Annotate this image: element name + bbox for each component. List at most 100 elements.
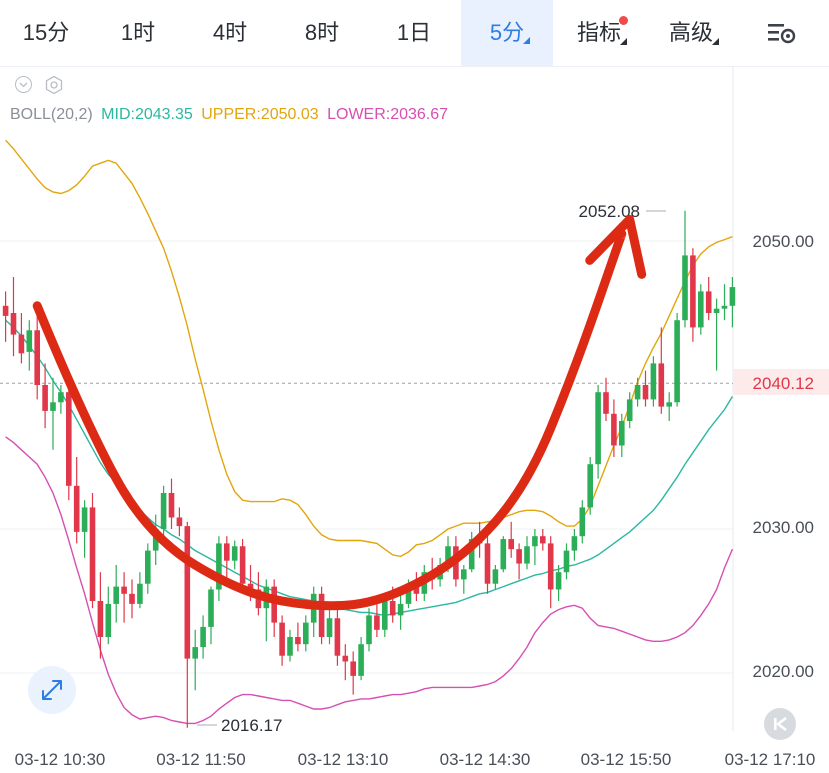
skip-back-icon[interactable] — [764, 708, 796, 740]
candle-body — [287, 637, 293, 656]
candle-body — [547, 543, 554, 590]
candle-body — [160, 493, 167, 529]
candle-up — [113, 565, 119, 623]
candle-body — [461, 569, 467, 580]
candle-body — [279, 622, 285, 656]
candle-body — [184, 526, 191, 659]
candle-body — [532, 536, 538, 547]
candle-up — [650, 356, 657, 407]
candle-up — [192, 629, 198, 691]
tab-indicators[interactable]: 指标 — [553, 0, 645, 66]
candle-body — [145, 550, 151, 584]
chevron-down-circle-icon[interactable] — [15, 76, 32, 93]
candle-body — [634, 385, 641, 400]
candle-down — [176, 507, 183, 537]
candle-body — [626, 399, 633, 421]
tab-15min[interactable]: 15分 — [22, 20, 70, 45]
candle-body — [674, 320, 680, 403]
candle-down — [129, 579, 135, 619]
candle-up — [579, 500, 586, 544]
hexagon-gear-icon[interactable] — [44, 75, 64, 95]
candle-up — [619, 413, 625, 457]
candle-body — [18, 334, 25, 354]
candle-down — [73, 457, 80, 544]
candle-body — [705, 291, 712, 313]
candle-body — [192, 647, 198, 659]
y-tick-label: 2030.00 — [753, 518, 814, 537]
candle-body — [34, 330, 40, 385]
indicators-label: 指标 — [576, 20, 621, 45]
candle-body — [342, 655, 349, 662]
candle-body — [690, 255, 696, 328]
candle-up — [682, 210, 688, 328]
candle-body — [303, 622, 309, 645]
annotation-arrow — [32, 214, 647, 611]
candle-down — [224, 536, 230, 580]
tab-1h[interactable]: 1时 — [120, 20, 156, 45]
candle-body — [682, 255, 688, 321]
dropdown-triangle-icon — [620, 38, 627, 45]
candle-body — [666, 402, 672, 407]
last-price-label: 2040.12 — [753, 374, 814, 393]
candle-up — [263, 579, 270, 642]
tab-advanced[interactable]: 高级 — [645, 0, 737, 66]
tab-8h[interactable]: 8时 — [304, 20, 340, 45]
tab-5min[interactable]: 5分 — [461, 0, 553, 66]
candle-body — [642, 385, 649, 400]
candle-body — [247, 583, 254, 590]
candle-body — [729, 287, 736, 306]
candle-up — [397, 593, 404, 630]
candle-body — [611, 413, 617, 446]
candle-body — [619, 421, 625, 446]
candle-down — [271, 579, 277, 637]
candle-body — [105, 603, 112, 637]
candle-down — [603, 377, 609, 421]
candle-body — [89, 507, 96, 601]
candle-body — [152, 529, 159, 551]
candle-down — [2, 291, 9, 342]
boll-legend: BOLL(20,2) MID:2043.35 UPPER:2050.03 LOW… — [10, 106, 452, 124]
annotation-curve — [32, 229, 627, 611]
expand-arrows-icon[interactable] — [28, 666, 76, 714]
candle-body — [374, 615, 380, 630]
tab-5min-label: 5分 — [489, 20, 525, 45]
candle-body — [389, 601, 396, 616]
candle-body — [271, 586, 277, 623]
candle-up — [105, 586, 112, 645]
candle-body — [334, 618, 341, 656]
candle-body — [176, 517, 183, 527]
candle-up — [81, 500, 88, 558]
y-tick-label: 2020.00 — [753, 662, 814, 681]
candle-body — [397, 603, 404, 616]
chart-settings-icon[interactable] — [766, 20, 800, 48]
candle-body — [468, 539, 475, 570]
candle-up — [160, 485, 167, 537]
candle-up — [326, 608, 333, 645]
dropdown-triangle-icon — [712, 38, 719, 45]
tab-4h[interactable]: 4时 — [212, 20, 248, 45]
last-price-badge — [733, 369, 829, 395]
candle-down — [279, 615, 285, 666]
candle-body — [579, 507, 586, 537]
candle-up — [721, 284, 728, 321]
candle-up — [500, 536, 507, 573]
candle-down — [97, 572, 104, 659]
candlestick-chart[interactable]: 2050.00 2030.00 2020.00 2040.12 2052.08 … — [0, 66, 829, 773]
candle-body — [698, 291, 704, 328]
candle-down — [318, 586, 325, 645]
candle-up — [26, 320, 33, 371]
candle-body — [326, 618, 333, 637]
candle-up — [492, 565, 499, 590]
candle-up — [58, 385, 64, 414]
candle-up — [587, 457, 593, 515]
candle-up — [145, 543, 151, 594]
candle-down — [18, 313, 25, 364]
candle-down — [42, 363, 48, 429]
candle-up — [231, 540, 238, 570]
candle-body — [73, 485, 80, 532]
boll-mid-value: MID:2043.35 — [101, 106, 193, 123]
candle-body — [113, 586, 119, 604]
tab-1d[interactable]: 1日 — [396, 20, 432, 45]
boll-upper-line — [5, 139, 733, 558]
candle-up — [366, 608, 372, 652]
